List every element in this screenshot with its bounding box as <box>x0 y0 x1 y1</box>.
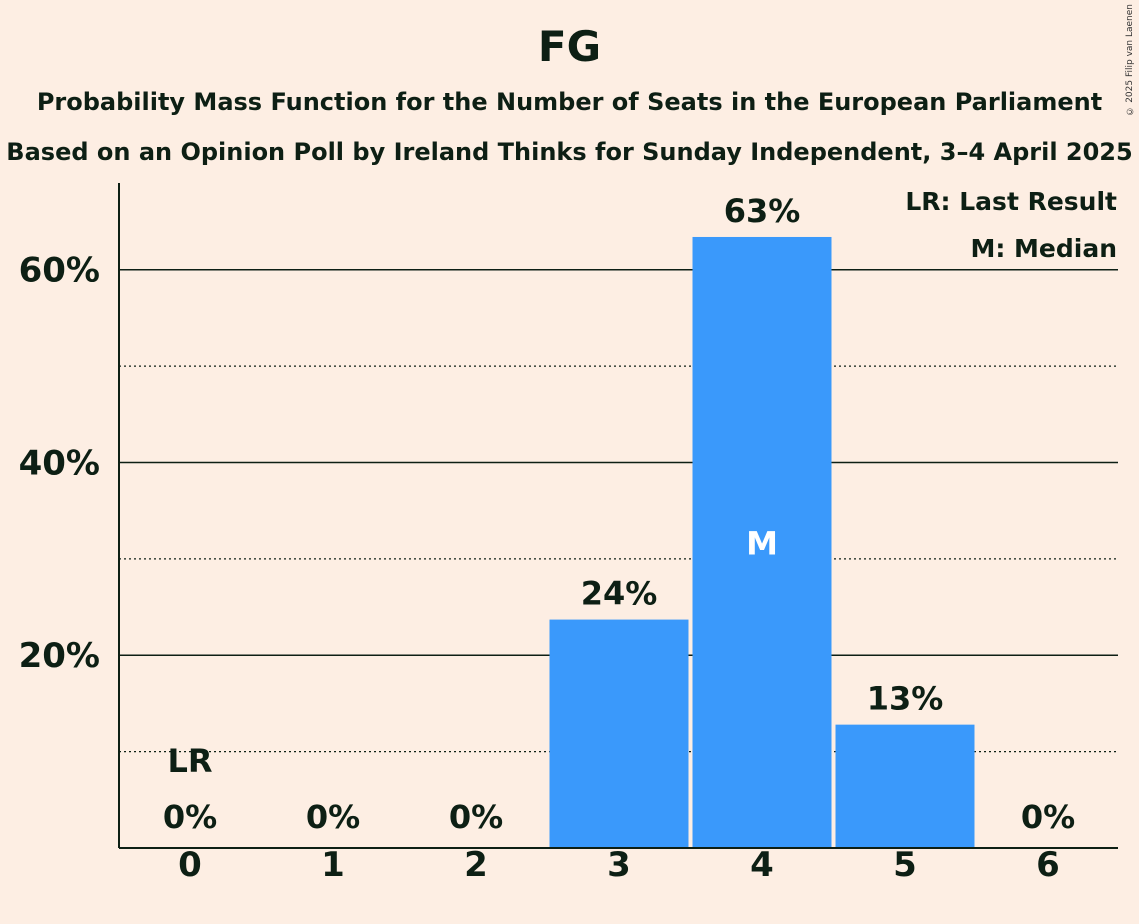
chart-subtitle: Probability Mass Function for the Number… <box>36 88 1103 116</box>
x-tick-label: 3 <box>607 845 631 885</box>
bar-value-label: 0% <box>306 798 360 836</box>
legend-median: M: Median <box>970 234 1117 263</box>
y-tick-label: 60% <box>19 251 100 291</box>
bar-value-label: 63% <box>724 192 801 230</box>
x-tick-label: 2 <box>464 845 488 885</box>
chart-subtitle-source: Based on an Opinion Poll by Ireland Thin… <box>6 138 1133 166</box>
x-tick-label: 0 <box>178 845 202 885</box>
x-tick-label: 4 <box>750 845 774 885</box>
bar <box>692 236 832 848</box>
bar-value-label: 0% <box>1021 798 1075 836</box>
bar-value-label: 0% <box>163 798 217 836</box>
y-tick-label: 20% <box>19 636 100 676</box>
bar <box>549 619 689 848</box>
median-marker: M <box>746 524 778 562</box>
bar-value-label: 24% <box>581 575 658 613</box>
bar-value-label: 0% <box>449 798 503 836</box>
last-result-marker: LR <box>167 742 212 780</box>
bar-value-label: 13% <box>867 680 944 718</box>
bar <box>835 724 975 848</box>
y-tick-label: 40% <box>19 443 100 483</box>
x-tick-label: 1 <box>321 845 345 885</box>
chart-title: FG <box>537 22 602 71</box>
x-tick-label: 6 <box>1036 845 1060 885</box>
legend-last-result: LR: Last Result <box>905 187 1117 216</box>
x-tick-label: 5 <box>893 845 917 885</box>
